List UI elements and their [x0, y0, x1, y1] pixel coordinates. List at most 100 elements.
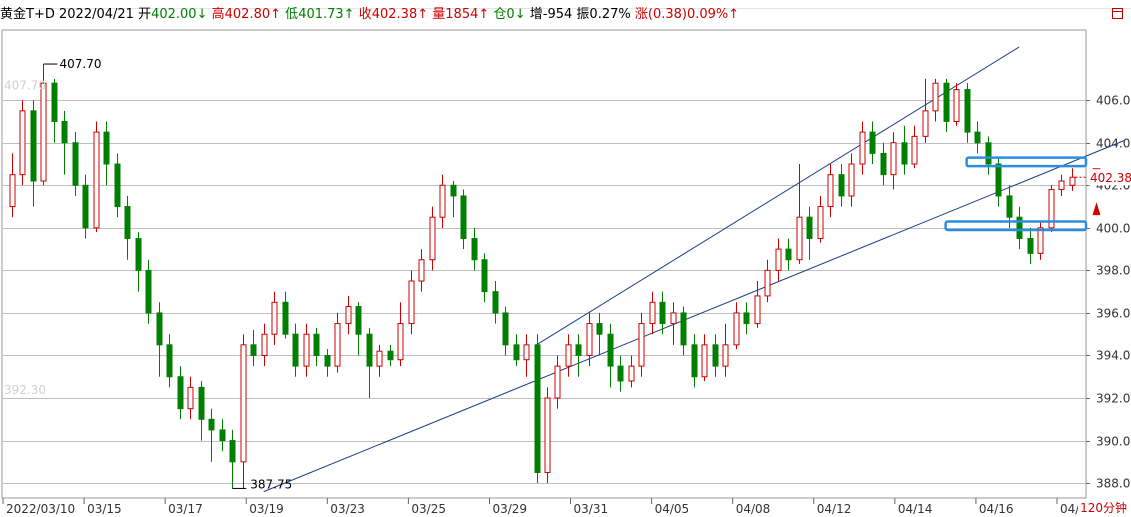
candle-up	[701, 344, 708, 378]
x-tick-label: 03/23	[330, 502, 365, 516]
y-tick-label: 406.00	[1096, 94, 1131, 108]
candle-down	[985, 142, 992, 165]
y-tick-label: 390.00	[1096, 435, 1131, 449]
last-price-tag: 402.38	[1090, 171, 1131, 185]
candle-down	[208, 418, 215, 431]
last-price-tag-bg	[1088, 169, 1131, 186]
x-tick-label: 03/31	[574, 502, 609, 516]
candle-up	[638, 323, 645, 367]
candle-down	[292, 333, 299, 367]
faded-top-label: 407.70	[4, 79, 46, 93]
candle-up	[775, 248, 782, 271]
candle-down	[51, 82, 58, 122]
candle-down	[680, 312, 687, 346]
candle-up	[523, 344, 530, 361]
volume-label: 量	[432, 7, 446, 22]
open-interest-value: 0↓	[506, 7, 526, 22]
candle-up	[303, 333, 310, 367]
symbol-name: 黄金T+D	[0, 7, 55, 22]
candle-down	[596, 323, 603, 335]
candle-down	[282, 301, 289, 335]
candle-down	[124, 206, 131, 239]
candle-down	[156, 312, 163, 346]
candle-up	[953, 89, 960, 122]
amplitude-label: 振	[576, 7, 590, 22]
candle-down	[869, 131, 876, 154]
candle-down	[785, 248, 792, 261]
candle-up	[93, 131, 100, 229]
candle-down	[30, 110, 37, 182]
x-tick-label: 04/05	[655, 502, 690, 516]
candle-down	[743, 312, 750, 325]
open-value: 402.00↓	[151, 7, 208, 22]
candle-down	[974, 131, 981, 144]
open-interest-label: 仓	[493, 7, 507, 22]
candle-up	[439, 184, 446, 218]
candle-down	[166, 344, 173, 378]
candle-down	[135, 237, 142, 271]
faded-mid-label: 392.30	[4, 383, 46, 397]
candle-up	[1037, 227, 1044, 254]
candle-up	[932, 82, 939, 112]
maximize-icon[interactable]	[1112, 8, 1123, 19]
y-tick-label: 396.00	[1096, 307, 1131, 321]
candle-down	[387, 350, 394, 361]
period-selector[interactable]: 120分钟	[1078, 499, 1129, 517]
min-label: 387.75	[250, 477, 292, 491]
candle-up	[628, 365, 635, 382]
candle-down	[82, 184, 89, 229]
candle-down	[313, 333, 320, 356]
candle-down	[103, 131, 110, 165]
candle-down	[964, 89, 971, 133]
quote-date: 2022/04/21	[59, 7, 134, 22]
y-tick-label: 400.00	[1096, 222, 1131, 236]
x-tick-label: 2022/03/10	[6, 502, 75, 516]
open-label: 开	[138, 7, 152, 22]
candle-down	[1016, 216, 1023, 239]
candle-up	[334, 323, 341, 367]
candle-up	[418, 259, 425, 282]
x-tick-label: 04/12	[817, 502, 852, 516]
candle-down	[534, 344, 541, 473]
candle-up	[890, 142, 897, 176]
quote-header: 黄金T+D 2022/04/21 开402.00↓ 高402.80↑ 低401.…	[0, 0, 739, 30]
x-tick-label: 03/25	[411, 502, 446, 516]
candle-down	[355, 306, 362, 335]
x-tick-label: 04/08	[736, 502, 771, 516]
candle-up	[9, 174, 16, 208]
y-tick-label: 404.00	[1096, 137, 1131, 151]
volume-value: 1854↑	[445, 7, 490, 22]
candle-down	[1027, 237, 1034, 254]
candle-down	[366, 333, 373, 367]
candle-down	[838, 174, 845, 197]
channel-upper-line	[536, 46, 1020, 346]
candle-up	[817, 206, 824, 239]
candle-up	[670, 312, 677, 325]
increase-label: 增	[529, 7, 543, 22]
candle-down	[607, 333, 614, 367]
candle-down	[901, 142, 908, 165]
increase-value: -954	[542, 7, 573, 22]
candle-down	[250, 344, 257, 356]
candle-up	[19, 110, 26, 176]
candle-down	[324, 354, 331, 367]
candle-up	[376, 350, 383, 367]
y-tick-label: 394.00	[1096, 349, 1131, 363]
x-tick-label: 03/15	[87, 502, 122, 516]
candle-up	[554, 365, 561, 399]
candle-down	[450, 184, 457, 197]
candle-up	[345, 306, 352, 325]
candle-up	[911, 135, 918, 165]
candle-up	[1058, 180, 1065, 191]
candle-up	[796, 216, 803, 261]
candle-up	[649, 301, 656, 325]
candle-down	[72, 142, 79, 186]
candle-up	[429, 216, 436, 261]
candle-up	[565, 344, 572, 367]
x-tick-label: 04/14	[898, 502, 933, 516]
candle-down	[513, 344, 520, 361]
resistance-zone	[965, 156, 1088, 168]
candle-down	[481, 259, 488, 293]
candle-up	[722, 344, 729, 367]
